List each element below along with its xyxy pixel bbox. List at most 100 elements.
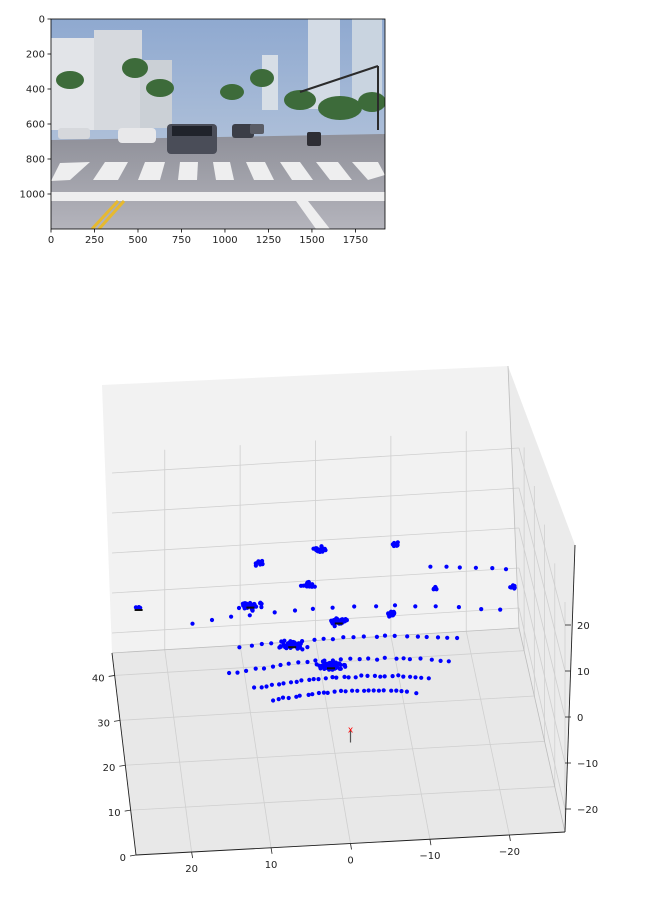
x-axis-tick (124, 809, 131, 812)
point (318, 666, 323, 671)
back-grid-line-horizontal (111, 567, 520, 594)
image-x-tick-label: 250 (85, 235, 104, 246)
z-axis-line (564, 544, 576, 833)
point (352, 604, 357, 609)
point (374, 634, 379, 640)
image-x-tick-label: 1000 (212, 235, 237, 246)
point (408, 674, 413, 679)
point (277, 682, 282, 687)
point (305, 580, 310, 585)
point (299, 678, 304, 683)
image-x-tick-label: 1250 (256, 235, 281, 246)
point (426, 676, 431, 681)
point (294, 679, 299, 685)
point (381, 688, 386, 693)
point (455, 635, 460, 641)
point (330, 675, 335, 680)
point (498, 607, 503, 612)
point (378, 674, 383, 679)
point (394, 656, 399, 661)
y-axis-tick-label: 0 (347, 856, 353, 867)
point (392, 633, 397, 639)
point (315, 549, 320, 554)
point (271, 698, 276, 703)
point (329, 620, 334, 625)
point (509, 585, 514, 590)
point (334, 665, 339, 670)
point (473, 565, 478, 570)
y-axis-tick (508, 834, 511, 842)
x-axis-tick-label: 40 (92, 673, 105, 684)
y-axis-tick (429, 839, 432, 846)
point (382, 655, 387, 660)
point (348, 656, 353, 661)
z-axis-tick-label: −10 (577, 759, 598, 770)
point (343, 689, 348, 694)
x-axis-tick (129, 854, 137, 857)
image-y-ticks: 0 200 400 600 800 1000 (20, 15, 51, 201)
point (259, 641, 264, 647)
point (310, 692, 315, 697)
point (209, 617, 215, 623)
point (322, 664, 328, 669)
x-axis-line (111, 652, 137, 856)
point (306, 692, 311, 698)
x-axis-tick (119, 764, 126, 767)
point (375, 657, 380, 662)
point (350, 688, 355, 693)
point (241, 603, 246, 608)
point (391, 609, 396, 615)
point (392, 603, 398, 608)
point (438, 658, 443, 664)
image-y-tick-label: 600 (26, 120, 45, 131)
y-axis-tick-label: −20 (499, 847, 520, 858)
point (357, 657, 362, 662)
point (332, 689, 337, 694)
point (330, 605, 335, 610)
axis-ticks-3d: 0 10 20 30 40 20 10 0 −10 −20 20 10 0 −10 −20 (92, 621, 598, 875)
side-grid-line-horizontal (518, 607, 566, 810)
point (227, 670, 232, 676)
point (305, 659, 310, 665)
back-pane (102, 366, 519, 653)
photo-road (51, 134, 385, 229)
point (359, 673, 364, 678)
point (365, 673, 370, 679)
point (389, 688, 394, 693)
point (296, 643, 301, 648)
point (313, 658, 318, 663)
point (190, 621, 195, 626)
point (424, 634, 429, 640)
point (309, 584, 315, 589)
point (428, 564, 433, 569)
point (252, 685, 257, 690)
x-axis-tick-label: 20 (103, 763, 116, 774)
photo-cars (58, 124, 321, 154)
point (382, 674, 387, 679)
point (456, 605, 461, 610)
image-panel: 0 250 500 750 1000 1250 1500 1750 0 200 400 600 800… (20, 15, 386, 246)
point (276, 697, 281, 702)
point (323, 676, 328, 681)
y-axis-tick (350, 843, 352, 850)
image-y-tick-label: 800 (26, 155, 45, 166)
point (297, 693, 302, 698)
point (334, 675, 339, 680)
point (418, 656, 423, 661)
point (261, 666, 267, 671)
point (338, 666, 343, 671)
point (407, 657, 412, 662)
point (340, 617, 345, 622)
point (355, 688, 360, 693)
image-y-tick-label: 200 (26, 50, 45, 61)
point (390, 674, 395, 679)
image-x-tick-label: 1500 (299, 235, 324, 246)
image-x-tick-label: 0 (48, 235, 54, 246)
photo-palms (56, 58, 385, 120)
side-grid-line-horizontal (518, 567, 566, 764)
point (433, 604, 438, 609)
point (362, 688, 367, 693)
photo-signal-pole (299, 65, 379, 130)
point (413, 604, 418, 609)
x-axis-tick (113, 719, 121, 722)
